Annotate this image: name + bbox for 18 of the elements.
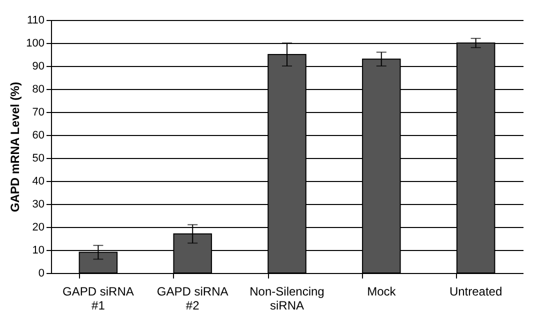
y-tick-label: 110	[26, 14, 44, 26]
x-tick-label: GAPD siRNA #1	[62, 284, 134, 312]
x-tick-label: Untreated	[449, 284, 502, 298]
y-tick-label: 60	[32, 130, 44, 142]
y-tick-label: 10	[32, 244, 44, 256]
y-tick-label: 40	[32, 176, 44, 188]
y-axis-title: GAPD mRNA Level (%)	[8, 82, 22, 212]
y-tick-label: 90	[32, 60, 44, 72]
y-tick-label: 50	[32, 152, 44, 164]
y-tick-label: 0	[38, 268, 44, 280]
x-tick-label: Mock	[367, 284, 397, 298]
y-tick-label: 20	[32, 222, 44, 234]
y-tick-label: 80	[32, 84, 44, 96]
x-tick-label: Non-Silencing siRNA	[250, 284, 324, 312]
y-tick-label: 100	[26, 38, 44, 50]
x-tick-label: GAPD siRNA #2	[156, 284, 228, 312]
y-tick-label: 70	[32, 106, 44, 118]
y-tick-label: 30	[32, 198, 44, 210]
